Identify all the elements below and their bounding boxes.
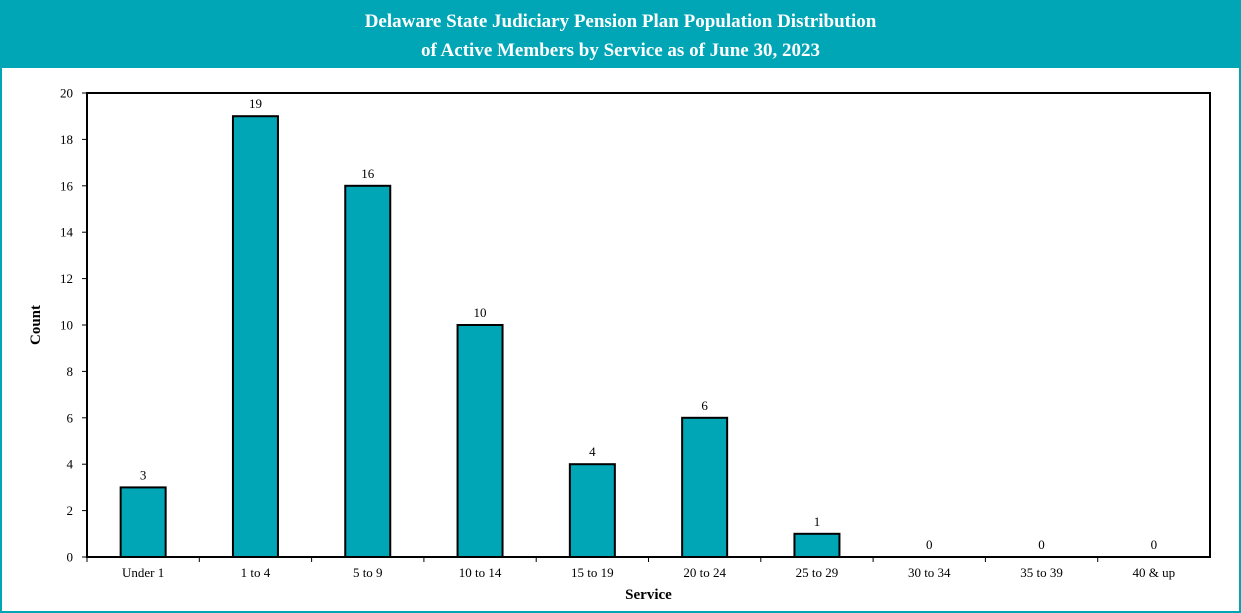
y-tick-label: 18 (60, 132, 73, 147)
x-tick-label: 30 to 34 (908, 565, 951, 580)
y-tick-label: 20 (60, 86, 73, 101)
x-tick-label: 1 to 4 (241, 565, 271, 580)
y-tick-label: 0 (67, 550, 74, 565)
x-axis-title: Service (625, 587, 672, 603)
x-axis-tick-labels: Under 1 1 to 4 5 to 9 10 to 14 15 to 19 20 to… (86, 557, 1176, 580)
bar-value-label: 0 (1038, 537, 1045, 552)
bar (568, 463, 616, 559)
y-tick-label: 16 (60, 178, 74, 193)
bar-value-label: 1 (814, 514, 821, 529)
y-tick-label: 6 (67, 410, 74, 425)
x-tick-label: 5 to 9 (353, 565, 383, 580)
bar-value-label: 3 (140, 467, 147, 482)
y-tick-label: 2 (67, 503, 74, 518)
x-tick-label: 25 to 29 (796, 565, 839, 580)
x-tick-label: Under 1 (122, 565, 164, 580)
y-tick-label: 12 (60, 271, 73, 286)
bar-value-label: 6 (701, 398, 708, 413)
y-tick-label: 8 (67, 364, 74, 379)
bar (119, 486, 167, 558)
bar-value-label: 0 (926, 537, 933, 552)
x-tick-label: 40 & up (1133, 565, 1176, 580)
chart-title-line1: Delaware State Judiciary Pension Plan Po… (364, 11, 877, 32)
x-tick-label: 20 to 24 (683, 565, 726, 580)
chart-title-line2: of Active Members by Service as of June … (421, 40, 820, 61)
bar-value-label: 16 (361, 166, 375, 181)
bar (231, 115, 279, 558)
x-tick-label: 15 to 19 (571, 565, 614, 580)
chart-title-banner: Delaware State Judiciary Pension Plan Po… (2, 2, 1239, 68)
plot-area-border (86, 92, 1211, 558)
bar (456, 324, 504, 558)
y-tick-label: 4 (67, 457, 74, 472)
x-tick-label: 10 to 14 (459, 565, 502, 580)
y-tick-label: 10 (60, 318, 73, 333)
bar (681, 416, 729, 558)
x-tick-label: 35 to 39 (1020, 565, 1063, 580)
bar-value-label: 4 (589, 444, 596, 459)
y-axis-ticks: 0 2 4 6 8 10 12 14 16 18 20 (60, 86, 87, 565)
bar-value-label: 19 (249, 96, 262, 111)
bar-value-label: 0 (1151, 537, 1158, 552)
y-axis-title: Count (28, 305, 44, 345)
bar-value-label: 10 (474, 305, 487, 320)
bar (793, 532, 841, 558)
y-tick-label: 14 (60, 225, 74, 240)
bar (344, 184, 392, 559)
